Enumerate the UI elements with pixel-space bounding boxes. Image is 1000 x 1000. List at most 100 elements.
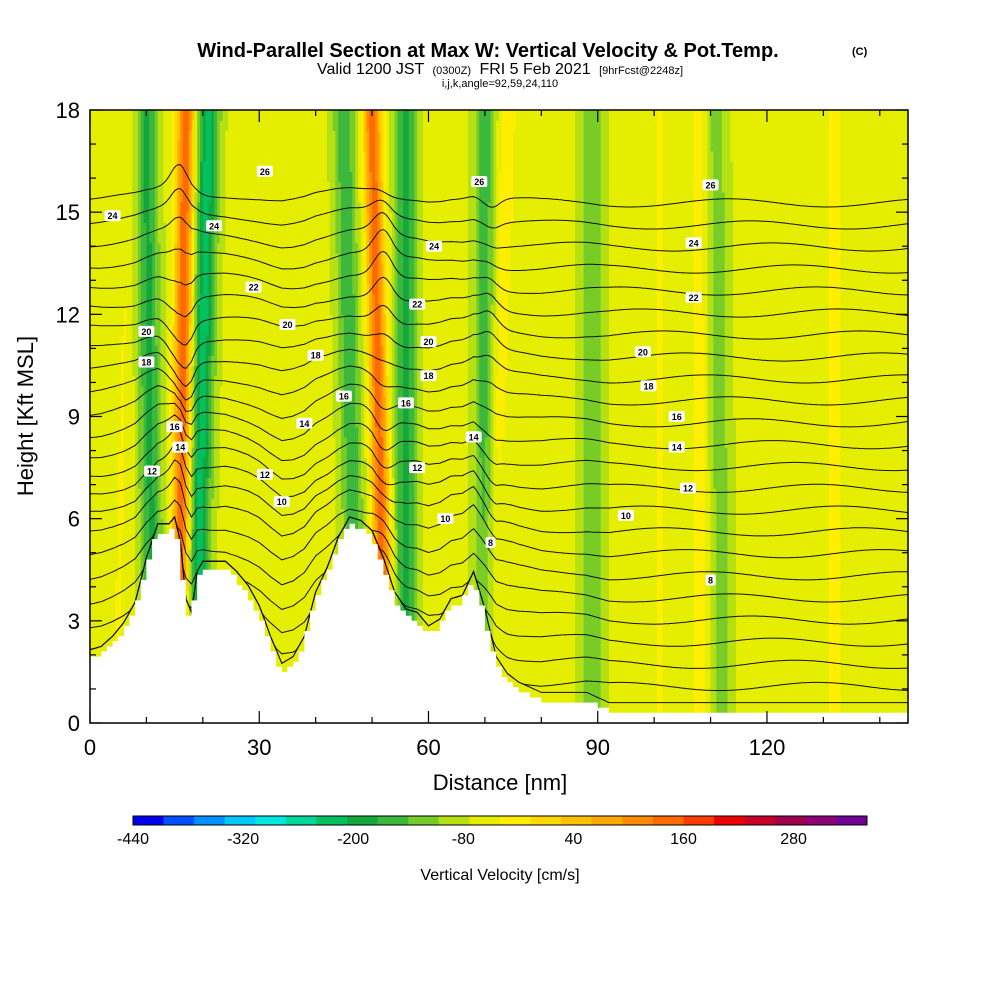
contour-label: 16: [668, 411, 685, 422]
plot-area: 26 26 26 24 24 24 24 22 22 22 20 20 20 20 18 18 18 18 16 16…: [90, 110, 908, 723]
contour-label-bg: [668, 441, 685, 453]
colorbar-swatch: [561, 816, 593, 825]
velocity-cell: [149, 110, 153, 244]
isentrope-line: [90, 188, 908, 230]
velocity-cell: [733, 110, 737, 418]
velocity-cell: [366, 283, 370, 367]
velocity-cell: [185, 212, 190, 346]
x-axis-label: Distance [nm]: [433, 770, 568, 795]
contour-label: 22: [245, 281, 262, 293]
velocity-cell: [651, 110, 655, 723]
contour-label: 14: [668, 441, 685, 453]
contour-label-bg: [640, 380, 657, 392]
velocity-cell: [490, 304, 494, 723]
colorbar-swatch: [194, 816, 226, 825]
velocity-cell: [789, 110, 793, 723]
colorbar-tick-label: -80: [452, 831, 475, 848]
velocity-cell: [507, 293, 511, 723]
velocity-cell: [713, 110, 717, 489]
velocity-cell: [577, 110, 582, 723]
velocity-cell: [338, 181, 342, 387]
velocity-cell: [380, 344, 384, 438]
y-axis: 0 3 6 9 12 15 18: [56, 98, 908, 736]
velocity-cell: [518, 110, 523, 723]
velocity-cell: [837, 110, 841, 723]
velocity-cell: [467, 110, 472, 723]
colorbar-swatch: [652, 816, 684, 825]
velocity-cell: [372, 467, 376, 540]
isentrope-line: [90, 427, 908, 493]
contour-label: 12: [679, 482, 696, 494]
contour-label: 14: [465, 431, 482, 443]
velocity-cell: [755, 110, 760, 723]
velocity-cell: [211, 355, 215, 499]
contour-label-text: 26: [260, 167, 270, 177]
velocity-cell: [332, 110, 336, 132]
velocity-cell: [580, 110, 585, 723]
velocity-cell: [225, 130, 229, 723]
velocity-cell: [112, 110, 116, 723]
contour-label-text: 22: [689, 293, 699, 303]
velocity-cell: [374, 110, 379, 183]
velocity-cell: [369, 263, 373, 336]
contour-label-bg: [206, 220, 223, 232]
velocity-cell: [575, 110, 579, 723]
contour-label-text: 20: [423, 337, 433, 347]
isentrope-line: [90, 164, 908, 208]
velocity-cell: [326, 181, 331, 723]
velocity-cell: [383, 396, 387, 479]
velocity-cell: [352, 293, 356, 723]
velocity-cell: [259, 110, 263, 723]
velocity-cell: [431, 110, 435, 723]
velocity-cell: [493, 110, 497, 315]
isentrope-line: [90, 330, 908, 369]
velocity-cell: [160, 110, 164, 520]
velocity-cell: [194, 467, 198, 612]
velocity-cell: [721, 110, 726, 193]
contour-label-text: 14: [175, 443, 185, 453]
contour-label-text: 12: [260, 470, 270, 480]
velocity-cell: [470, 110, 475, 723]
velocity-cell: [355, 110, 359, 244]
isentrope-line: [90, 499, 908, 581]
velocity-cell: [625, 110, 630, 723]
velocity-cell: [405, 110, 410, 723]
velocity-cell: [702, 110, 706, 315]
velocity-cell: [403, 110, 407, 723]
velocity-cell: [369, 406, 373, 489]
velocity-cell: [628, 110, 633, 723]
colorbar-tick-label: 280: [780, 831, 807, 848]
contour-label-bg: [437, 513, 454, 525]
velocity-cell: [205, 334, 210, 479]
velocity-cell: [541, 110, 545, 723]
velocity-cell: [200, 110, 204, 162]
velocity-cell: [606, 110, 610, 723]
contour-label: 16: [166, 421, 183, 433]
contour-label-text: 22: [249, 283, 259, 293]
velocity-cell: [484, 110, 489, 438]
contour-label: 14: [172, 441, 189, 453]
velocity-cell: [482, 110, 486, 520]
velocity-cell: [803, 110, 808, 723]
velocity-cell: [733, 416, 737, 723]
velocity-cell: [157, 242, 162, 612]
colorbar-tick-label: -320: [227, 831, 259, 848]
velocity-cell: [304, 110, 308, 723]
colorbar-swatch: [683, 816, 715, 825]
velocity-cell: [154, 110, 159, 346]
velocity-cell: [781, 110, 785, 723]
contour-label-bg: [685, 237, 702, 249]
contour-label: 22: [409, 298, 426, 310]
velocity-cell: [386, 253, 390, 377]
velocity-cell: [758, 110, 762, 723]
contour-label: 24: [206, 220, 223, 232]
contour-label-bg: [420, 370, 437, 382]
velocity-cell: [592, 110, 596, 723]
velocity-cell: [448, 110, 452, 723]
velocity-cell: [459, 110, 463, 723]
velocity-cell: [228, 110, 232, 723]
velocity-cell: [239, 110, 243, 723]
velocity-cell: [640, 110, 644, 723]
y-tick-label: 12: [56, 302, 80, 327]
